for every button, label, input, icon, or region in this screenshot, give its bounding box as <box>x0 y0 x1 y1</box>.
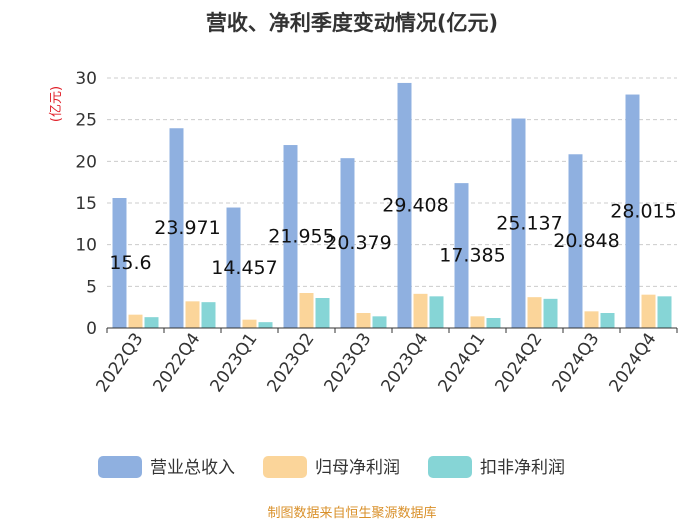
y-axis-unit-label: (亿元) <box>49 86 64 122</box>
bar[interactable] <box>283 145 298 328</box>
bar[interactable] <box>657 296 672 328</box>
bar[interactable] <box>258 322 273 328</box>
y-tick-label: 20 <box>75 152 97 172</box>
legend-swatch[interactable] <box>98 456 142 478</box>
data-label: 29.408 <box>382 194 448 216</box>
data-label: 17.385 <box>439 245 505 267</box>
y-tick-label: 30 <box>75 69 97 89</box>
x-tick-label: 2024Q2 <box>492 329 547 396</box>
bar[interactable] <box>356 313 371 328</box>
legend[interactable]: 营业总收入 归母净利润 扣非净利润 <box>98 456 565 478</box>
x-tick-label: 2023Q1 <box>207 329 262 396</box>
bar[interactable] <box>568 154 583 328</box>
bar[interactable] <box>226 207 241 328</box>
data-label: 20.379 <box>325 232 391 254</box>
x-tick-label: 2024Q3 <box>549 329 604 396</box>
legend-label[interactable]: 归母净利润 <box>315 458 400 478</box>
bar[interactable] <box>397 82 412 328</box>
bar[interactable] <box>372 316 387 328</box>
data-label: 14.457 <box>211 257 277 279</box>
legend-swatch[interactable] <box>428 456 472 478</box>
bar[interactable] <box>413 293 428 328</box>
bar[interactable] <box>625 94 640 329</box>
legend-label[interactable]: 扣非净利润 <box>480 458 565 478</box>
grid <box>107 77 677 287</box>
bar[interactable] <box>486 318 501 328</box>
x-tick-label: 2024Q1 <box>435 329 490 396</box>
chart-title: 营收、净利季度变动情况(亿元) <box>206 11 498 35</box>
y-tick-label: 10 <box>75 236 97 256</box>
source-note: 制图数据来自恒生聚源数据库 <box>267 505 436 521</box>
x-tick-label: 2023Q2 <box>264 329 319 396</box>
x-tick-label: 2023Q3 <box>321 329 376 396</box>
y-tick-label: 25 <box>75 111 97 131</box>
bar[interactable] <box>112 198 127 328</box>
y-tick-label: 15 <box>75 194 97 214</box>
data-label: 23.971 <box>154 217 220 239</box>
y-tick-label: 5 <box>86 277 97 297</box>
data-label: 15.6 <box>109 252 151 274</box>
bar[interactable] <box>543 298 558 328</box>
data-label: 21.955 <box>268 226 334 248</box>
bar[interactable] <box>315 298 330 328</box>
bar[interactable] <box>429 296 444 328</box>
bar[interactable] <box>641 294 656 328</box>
bar[interactable] <box>185 301 200 328</box>
bar[interactable] <box>201 302 216 328</box>
x-tick-label: 2022Q3 <box>93 329 148 396</box>
x-tick-label: 2022Q4 <box>150 329 205 396</box>
x-tick-label: 2024Q4 <box>606 329 661 396</box>
bar[interactable] <box>600 313 615 328</box>
bar[interactable] <box>584 311 599 328</box>
bar[interactable] <box>128 314 143 328</box>
bar[interactable] <box>527 297 542 328</box>
data-label: 25.137 <box>496 212 562 234</box>
bar[interactable] <box>454 183 469 328</box>
bars <box>112 82 672 329</box>
data-label: 20.848 <box>553 230 619 252</box>
bar[interactable] <box>144 317 159 328</box>
bar[interactable] <box>299 293 314 328</box>
legend-label[interactable]: 营业总收入 <box>150 458 235 478</box>
data-label: 28.015 <box>610 200 676 222</box>
bar[interactable] <box>340 158 355 328</box>
x-tick-label: 2023Q4 <box>378 329 433 396</box>
bar[interactable] <box>169 128 184 328</box>
y-tick-label: 0 <box>86 319 97 339</box>
bar[interactable] <box>242 319 257 328</box>
legend-swatch[interactable] <box>263 456 307 478</box>
bar[interactable] <box>511 118 526 329</box>
bar[interactable] <box>470 316 485 328</box>
